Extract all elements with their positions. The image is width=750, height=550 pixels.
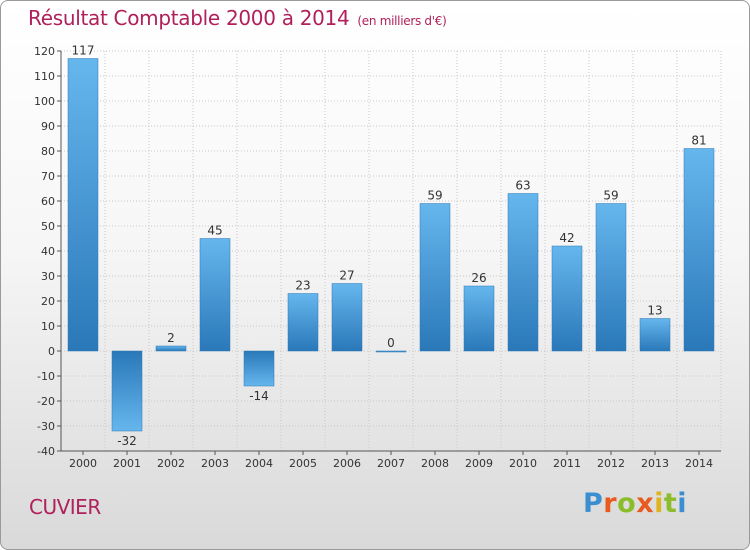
data-label: 63 (515, 179, 530, 193)
y-tick-label: 0 (48, 345, 55, 358)
bar (507, 193, 539, 352)
x-tick-label: 2005 (289, 457, 317, 470)
data-label: 42 (559, 231, 574, 245)
logo-letter: r (603, 488, 618, 519)
bar (287, 293, 319, 352)
x-tick-label: 2010 (509, 457, 537, 470)
bar (243, 350, 275, 387)
data-label: -14 (249, 389, 269, 403)
y-tick-label: 80 (41, 145, 55, 158)
logo-letter: P (583, 488, 604, 519)
bar (683, 148, 715, 352)
data-label: 2 (167, 331, 175, 345)
data-label: 26 (471, 271, 486, 285)
y-tick-label: -40 (37, 445, 55, 458)
x-tick-label: 2000 (69, 457, 97, 470)
bar (639, 318, 671, 352)
bar (551, 245, 583, 352)
data-label: 13 (647, 304, 662, 318)
bar (199, 238, 231, 352)
chart-subtitle: (en milliers d'€) (357, 14, 447, 28)
data-label: 27 (339, 269, 354, 283)
y-tick-label: 120 (34, 45, 55, 58)
logo-letter: t (663, 488, 678, 519)
chart-title-block: Résultat Comptable 2000 à 2014 (en millie… (28, 6, 447, 30)
y-tick-label: 70 (41, 170, 55, 183)
bar (463, 285, 495, 352)
x-tick-label: 2008 (421, 457, 449, 470)
bar (419, 203, 451, 352)
bar (67, 58, 99, 352)
y-tick-label: 10 (41, 320, 55, 333)
y-tick-label: 100 (34, 95, 55, 108)
x-tick-label: 2006 (333, 457, 361, 470)
x-tick-label: 2013 (641, 457, 669, 470)
y-tick-label: -20 (37, 395, 55, 408)
data-label: 0 (387, 336, 395, 350)
data-label: 117 (72, 44, 95, 58)
data-label: 23 (295, 279, 310, 293)
x-tick-label: 2014 (685, 457, 713, 470)
logo-letter: i (677, 488, 688, 519)
x-tick-label: 2002 (157, 457, 185, 470)
logo-letter: o (617, 488, 637, 519)
x-tick-label: 2011 (553, 457, 581, 470)
bar (331, 283, 363, 352)
y-tick-label: 20 (41, 295, 55, 308)
y-tick-label: 40 (41, 245, 55, 258)
y-tick-label: 110 (34, 70, 55, 83)
x-tick-label: 2009 (465, 457, 493, 470)
x-tick-label: 2003 (201, 457, 229, 470)
proxiti-logo: Proxiti (583, 488, 687, 519)
logo-letter: i (654, 488, 664, 519)
data-label: 59 (603, 189, 618, 203)
logo-letter: x (636, 488, 655, 519)
commune-name: CUVIER (29, 495, 101, 519)
bar (111, 350, 143, 432)
data-label: 81 (691, 134, 706, 148)
bar (155, 345, 187, 352)
data-label: 45 (207, 224, 222, 238)
y-tick-label: 50 (41, 220, 55, 233)
bar (595, 203, 627, 352)
chart-title: Résultat Comptable 2000 à 2014 (28, 6, 350, 30)
data-label: 59 (427, 189, 442, 203)
x-tick-label: 2001 (113, 457, 141, 470)
y-tick-label: -10 (37, 370, 55, 383)
y-tick-label: 90 (41, 120, 55, 133)
y-tick-label: 30 (41, 270, 55, 283)
x-tick-label: 2004 (245, 457, 273, 470)
bar (375, 350, 407, 353)
x-tick-label: 2007 (377, 457, 405, 470)
x-tick-label: 2012 (597, 457, 625, 470)
data-label: -32 (117, 434, 137, 448)
y-tick-label: 60 (41, 195, 55, 208)
y-tick-label: -30 (37, 420, 55, 433)
